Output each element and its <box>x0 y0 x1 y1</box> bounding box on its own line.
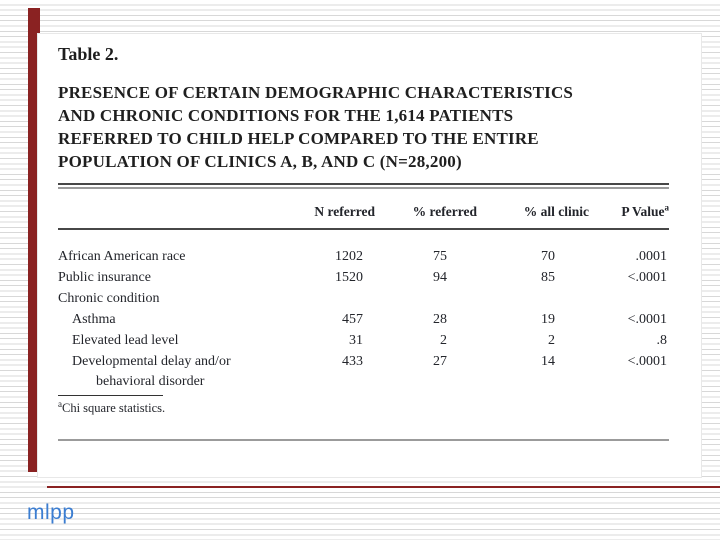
footnote-rule <box>58 395 163 396</box>
table-body: African American race 1202 75 70 .0001 P… <box>38 246 701 392</box>
table-row: Asthma 457 28 19 <.0001 <box>72 312 667 327</box>
table-title-line-3: REFERRED TO CHILD HELP COMPARED TO THE E… <box>58 129 539 148</box>
column-header-pct-all-clinic: % all clinic <box>523 204 589 219</box>
table-row: Public insurance 1520 94 85 <.0001 <box>58 270 667 285</box>
wrapped-row-label: Developmental delay and/or behavioral di… <box>72 354 231 389</box>
table-header-underline <box>58 228 669 230</box>
table-figure-panel: Table 2. PRESENCE OF CERTAIN DEMOGRAPHIC… <box>37 33 702 478</box>
bottom-accent-line <box>47 486 720 488</box>
table-title-line-2: AND CHRONIC CONDITIONS FOR THE 1,614 PAT… <box>58 106 514 125</box>
p-value-superscript: a <box>664 202 670 213</box>
table-bottom-rule <box>58 439 669 441</box>
column-header-n-referred: N referred <box>314 204 375 219</box>
table-top-double-rule <box>58 183 669 189</box>
footnote-superscript: a <box>58 398 62 409</box>
table-title-line-1: PRESENCE OF CERTAIN DEMOGRAPHIC CHARACTE… <box>58 83 574 102</box>
column-header-p-value: P Valuea <box>621 202 670 219</box>
footnote: aChi square statistics. <box>58 398 166 415</box>
table-header-row: N referred % referred % all clinic P Val… <box>58 202 670 220</box>
table-title-line-4: POPULATION OF CLINICS A, B, AND C (N=28,… <box>58 152 462 171</box>
footer-logo: mlpp <box>27 501 75 524</box>
table-row: African American race 1202 75 70 .0001 <box>58 249 667 264</box>
table-number-label: Table 2. <box>58 44 119 64</box>
table-row: Chronic condition <box>58 291 160 306</box>
table-row: Developmental delay and/or behavioral di… <box>58 351 669 392</box>
column-header-pct-referred: % referred <box>412 204 477 219</box>
table-row: Elevated lead level 31 2 2 .8 <box>72 333 667 348</box>
table-title: PRESENCE OF CERTAIN DEMOGRAPHIC CHARACTE… <box>58 81 673 173</box>
